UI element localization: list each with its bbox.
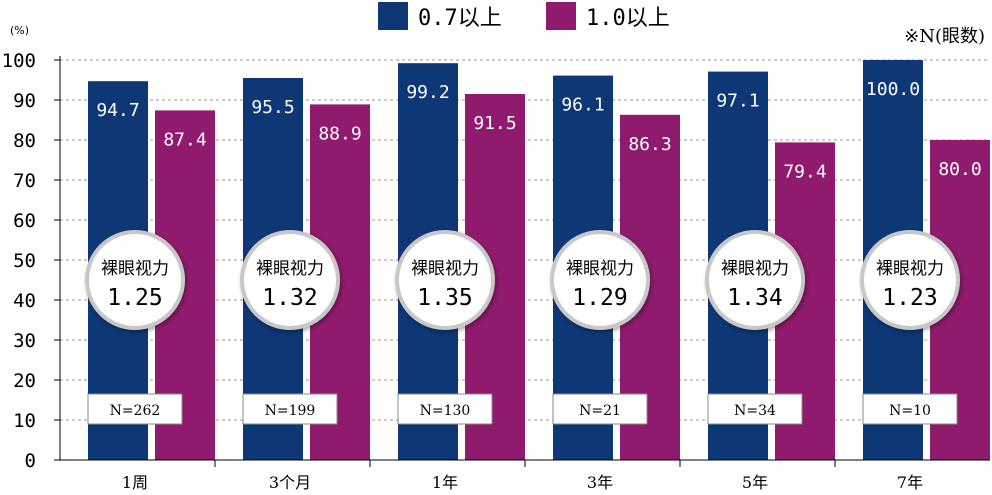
legend-label-1-0: 1.0以上 [586, 6, 670, 31]
uncorrected-vision-badge [395, 230, 495, 330]
x-category-label: 7年 [897, 473, 923, 492]
badge-value: 1.35 [417, 285, 472, 311]
uncorrected-vision-badge [705, 230, 805, 330]
bar-group: 96.1 86.3 裸眼视力 1.29 N=21 [550, 75, 680, 461]
y-tick-label: 70 [13, 170, 36, 192]
count-box [707, 393, 803, 425]
bar-value-label: 96.1 [561, 95, 604, 116]
badge-title: 裸眼视力 [101, 259, 169, 279]
count-label: N=199 [265, 403, 316, 419]
count-label: N=262 [110, 403, 161, 419]
badge-title: 裸眼视力 [721, 259, 789, 279]
y-tick-label: 60 [13, 210, 36, 232]
x-axis: 1周 3个月 1年 3年 5年 7年 [60, 459, 990, 492]
bar-group: 97.1 79.4 裸眼视力 1.34 N=34 [705, 71, 835, 460]
badge-title: 裸眼视力 [566, 259, 634, 279]
badge-title: 裸眼视力 [876, 259, 944, 279]
uncorrected-vision-badge [85, 230, 185, 330]
y-tick-label: 90 [13, 90, 36, 112]
bar-value-label: 79.4 [783, 161, 826, 182]
eye-count-note: ※N(眼数) [904, 26, 985, 47]
bar-value-label: 94.7 [96, 100, 139, 121]
legend-label-0-7: 0.7以上 [418, 6, 502, 31]
bar-group: 95.5 88.9 裸眼视力 1.32 N=199 [240, 78, 370, 461]
bar-value-label: 100.0 [866, 79, 920, 100]
x-category-label: 5年 [742, 473, 768, 492]
badge-title: 裸眼视力 [411, 259, 479, 279]
badge-value: 1.25 [107, 285, 162, 311]
count-box [862, 393, 958, 425]
bar-value-label: 99.2 [406, 82, 449, 103]
count-box [552, 393, 648, 425]
uncorrected-vision-badge [550, 230, 650, 330]
y-axis-ticks: 0 10 20 30 40 50 60 70 80 90 100 [2, 50, 61, 472]
y-tick-label: 50 [13, 250, 36, 272]
y-tick-label: 0 [25, 450, 36, 472]
count-label: N=21 [579, 403, 621, 419]
y-tick-label: 20 [13, 370, 36, 392]
bar-value-label: 87.4 [163, 129, 206, 150]
badge-value: 1.29 [572, 285, 627, 311]
y-tick-label: 100 [2, 50, 36, 72]
count-label: N=10 [889, 403, 931, 419]
legend-swatch-0-7 [378, 2, 408, 30]
badge-value: 1.32 [262, 285, 317, 311]
x-category-label: 1周 [122, 473, 148, 492]
legend: 0.7以上 1.0以上 [378, 2, 670, 31]
badge-value: 1.34 [727, 285, 782, 311]
bar-group: 100.0 80.0 裸眼视力 1.23 N=10 [860, 60, 990, 460]
y-unit-label: (%) [10, 24, 29, 37]
badge-value: 1.23 [882, 285, 937, 311]
count-box [242, 393, 338, 425]
count-box [87, 393, 183, 425]
bars: 94.7 87.4 裸眼视力 1.25 N=262 95.5 88.9 裸眼视力 1.32 N=1… [85, 60, 990, 461]
bar-group: 94.7 87.4 裸眼视力 1.25 N=262 [85, 81, 215, 461]
uncorrected-vision-badge [240, 230, 340, 330]
count-label: N=130 [420, 403, 471, 419]
x-category-label: 1年 [432, 473, 458, 492]
y-tick-label: 30 [13, 330, 36, 352]
x-category-label: 3个月 [269, 473, 311, 492]
bar-group: 99.2 91.5 裸眼视力 1.35 N=130 [395, 63, 525, 460]
bar-value-label: 95.5 [251, 97, 294, 118]
count-box [397, 393, 493, 425]
badge-title: 裸眼视力 [256, 259, 324, 279]
bar-value-label: 97.1 [716, 91, 759, 112]
bar-value-label: 80.0 [938, 159, 981, 180]
bar-value-label: 91.5 [473, 113, 516, 134]
y-tick-label: 40 [13, 290, 36, 312]
uncorrected-vision-badge [860, 230, 960, 330]
y-tick-label: 80 [13, 130, 36, 152]
legend-swatch-1-0 [546, 2, 576, 30]
bar-value-label: 86.3 [628, 134, 671, 155]
bar-value-label: 88.9 [318, 123, 361, 144]
y-tick-label: 10 [13, 410, 36, 432]
x-category-label: 3年 [587, 473, 613, 492]
count-label: N=34 [734, 403, 776, 419]
